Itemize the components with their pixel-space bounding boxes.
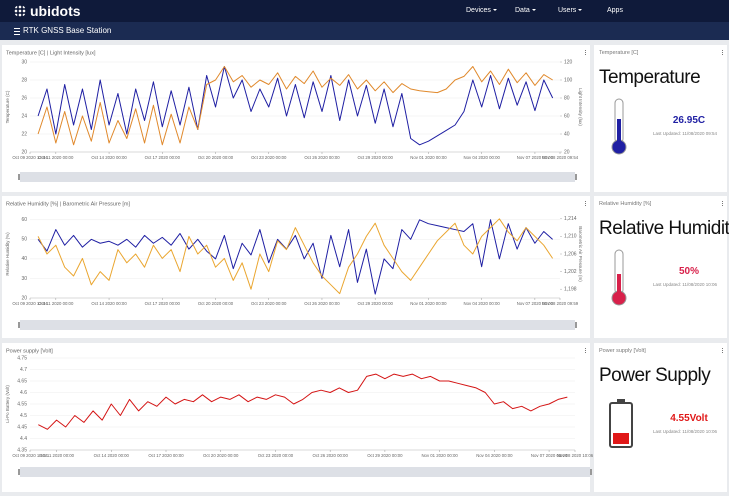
widget-label: Temperature bbox=[599, 67, 701, 88]
widget: Relative Humidity [%] Relative Humidity … bbox=[594, 196, 729, 338]
battery-icon bbox=[609, 399, 633, 448]
widget-updated: Last Updated: 11/08/2020 10:06 bbox=[653, 429, 717, 434]
chart-panel bbox=[2, 45, 590, 192]
widget-updated: Last Updated: 11/08/2020 10:06 bbox=[653, 282, 717, 287]
menu-icon[interactable] bbox=[585, 50, 586, 51]
widget-updated: Last Updated: 11/08/2020 09:54 bbox=[653, 131, 717, 136]
widget-icon bbox=[606, 97, 632, 162]
menu-icon[interactable] bbox=[585, 201, 586, 202]
widget: Power supply [Volt] Power Supply 4.55Vol… bbox=[594, 343, 727, 492]
widget-value: 50% bbox=[678, 266, 699, 277]
menu-icon[interactable] bbox=[722, 348, 723, 349]
menu-icon[interactable] bbox=[14, 28, 20, 35]
navbar: ubidots Devices Data Users Apps bbox=[0, 0, 729, 22]
logo[interactable]: ubidots bbox=[30, 3, 81, 19]
widget-icon bbox=[606, 248, 632, 313]
widget-value: 26.95C bbox=[672, 115, 706, 126]
nav-item[interactable]: Apps bbox=[607, 7, 623, 14]
widget-title: Relative Humidity [%] bbox=[599, 201, 652, 207]
widget: Temperature [C] Temperature 26.95C Last … bbox=[594, 45, 727, 192]
widget-label: Relative Humidity bbox=[599, 218, 729, 239]
nav-label[interactable]: Users bbox=[558, 7, 577, 14]
widget-title: Temperature [C] bbox=[599, 50, 639, 56]
menu-icon[interactable] bbox=[722, 201, 723, 202]
chart-panel bbox=[2, 343, 590, 492]
logo-icon bbox=[14, 5, 26, 17]
navigator-handle bbox=[590, 469, 592, 475]
widget-label: Power Supply bbox=[599, 365, 711, 386]
chart-panel bbox=[2, 196, 590, 338]
widget-icon bbox=[606, 395, 636, 460]
dashboard-bar bbox=[0, 22, 729, 40]
dashboard-title: RTK GNSS Base Station bbox=[23, 26, 112, 35]
nav-item[interactable]: Devices bbox=[466, 7, 497, 14]
menu-icon[interactable] bbox=[585, 348, 586, 349]
nav-item[interactable]: Users bbox=[558, 7, 583, 14]
nav-label[interactable]: Apps bbox=[607, 7, 623, 14]
widget-title: Power supply [Volt] bbox=[599, 348, 646, 354]
nav-item[interactable]: Data bbox=[515, 7, 536, 14]
thermometer-icon bbox=[611, 249, 627, 306]
nav-label[interactable]: Devices bbox=[466, 7, 491, 14]
thermometer-icon bbox=[611, 98, 627, 155]
nav-label[interactable]: Data bbox=[515, 7, 530, 14]
widget-value: 4.55Volt bbox=[670, 413, 708, 424]
menu-icon[interactable] bbox=[722, 50, 723, 51]
